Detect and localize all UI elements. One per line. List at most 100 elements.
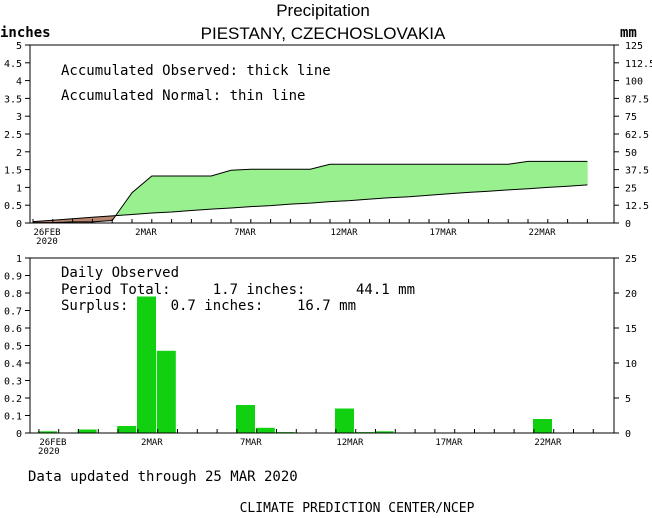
y-right-tick-label: 75	[625, 112, 637, 123]
daily-axes: 00.10.20.30.40.50.60.70.80.9105101520252…	[4, 254, 637, 457]
x-tick-label: 7MAR	[234, 228, 256, 238]
y-right-tick-label: 0	[625, 219, 631, 230]
y-right-tick-label: 87.5	[625, 94, 649, 105]
legend-observed: Accumulated Observed: thick line	[61, 63, 331, 79]
y-right-tick-label: 50	[625, 148, 637, 159]
y-left-tick-label: 0	[16, 429, 22, 440]
y-left-tick-label: 2	[16, 148, 22, 159]
x-tick-label: 22MAR	[534, 438, 562, 448]
chart-subtitle: PIESTANY, CZECHOSLOVAKIA	[201, 24, 446, 43]
x-tick-label: 17MAR	[435, 438, 463, 448]
daily-observed-label: Daily Observed	[61, 265, 179, 281]
surplus-area	[290, 168, 311, 205]
y-right-tick-label: 100	[625, 77, 643, 88]
surplus-label: Surplus: 0.7 inches: 16.7 mm	[61, 298, 356, 314]
daily-bar	[335, 408, 354, 433]
y-left-tick-label: 0.5	[4, 342, 22, 353]
surplus-area	[369, 164, 390, 200]
daily-bar	[137, 296, 156, 433]
surplus-area	[448, 164, 469, 195]
y-left-tick-label: 4	[16, 77, 22, 88]
accumulated-line-layer	[32, 160, 588, 224]
y-left-tick-label: 1	[16, 183, 22, 194]
y-right-tick-label: 25	[625, 254, 637, 265]
daily-bar	[117, 426, 137, 433]
y-right-tick-label: 112.5	[625, 59, 652, 70]
surplus-area	[230, 168, 252, 209]
y-left-tick-label: 1	[16, 254, 22, 265]
daily-bar	[255, 427, 275, 434]
y-right-tick-label: 62.5	[625, 130, 649, 141]
daily-bar	[374, 431, 394, 434]
y-left-tick-label: 3.5	[4, 94, 22, 105]
y-left-tick-label: 0	[16, 219, 22, 230]
y-right-tick-label: 5	[625, 394, 631, 405]
y-right-tick-label: 15	[625, 324, 637, 335]
accumulated-panel: 00.511.522.533.544.55012.52537.55062.575…	[4, 41, 652, 247]
y-left-tick-label: 0.1	[4, 412, 22, 423]
y-left-tick-label: 0.7	[4, 307, 22, 318]
surplus-area	[567, 161, 588, 187]
surplus-area	[389, 164, 410, 199]
observed-line	[33, 160, 588, 224]
y-left-tick-label: 4.5	[4, 59, 22, 70]
y-right-tick-label: 25	[625, 183, 637, 194]
surplus-area	[349, 164, 370, 201]
surplus-area	[329, 164, 351, 202]
surplus-area	[507, 161, 529, 191]
y-left-tick-label: 2.5	[4, 130, 22, 141]
x-tick-label: 2MAR	[141, 438, 163, 448]
daily-bar-layer	[38, 296, 552, 434]
y-left-tick-label: 0.5	[4, 201, 22, 212]
surplus-area	[250, 168, 271, 207]
y-left-tick-label: 0.4	[4, 359, 22, 370]
x-tick-label: 26FEB	[33, 228, 60, 238]
y-left-tick-label: 0.3	[4, 377, 22, 388]
daily-bar	[156, 350, 176, 434]
surplus-area	[468, 164, 489, 193]
y-left-tick-label: 0.9	[4, 272, 22, 283]
y-left-tick-label: 0.2	[4, 394, 22, 405]
period-total-label: Period Total: 1.7 inches: 44.1 mm	[61, 282, 415, 298]
surplus-area	[527, 161, 549, 190]
x-tick-label: 17MAR	[429, 228, 457, 238]
accumulated-axes: 00.511.522.533.544.55012.52537.55062.575…	[4, 41, 652, 247]
y-left-tick-label: 5	[16, 41, 22, 52]
y-right-tick-label: 0	[625, 429, 631, 440]
surplus-area	[191, 175, 212, 211]
x-tick-label: 12MAR	[330, 228, 358, 238]
surplus-area	[547, 161, 568, 188]
x-year-label: 2020	[38, 447, 60, 457]
y-right-tick-label: 10	[625, 359, 637, 370]
x-tick-label: 2MAR	[135, 228, 157, 238]
legend-normal: Accumulated Normal: thin line	[61, 88, 305, 104]
y-left-tick-label: 1.5	[4, 166, 22, 177]
data-updated-note: Data updated through 25 MAR 2020	[28, 469, 298, 485]
credit-line: CLIMATE PREDICTION CENTER/NCEP	[240, 501, 475, 516]
x-year-label: 2020	[36, 237, 58, 247]
surplus-area	[408, 164, 430, 198]
normal-line	[32, 184, 588, 223]
x-tick-label: 26FEB	[39, 438, 66, 448]
surplus-area	[131, 175, 153, 215]
surplus-area	[151, 175, 172, 214]
surplus-area	[428, 164, 450, 196]
surplus-area	[210, 169, 232, 210]
y-left-tick-label: 0.6	[4, 324, 22, 335]
x-tick-label: 22MAR	[528, 228, 556, 238]
y-right-tick-label: 125	[625, 41, 643, 52]
y-left-tick-label: 0.8	[4, 289, 22, 300]
daily-bar	[236, 405, 255, 433]
surplus-area	[309, 163, 331, 204]
daily-panel: 00.10.20.30.40.50.60.70.80.9105101520252…	[4, 254, 637, 457]
y-right-tick-label: 12.5	[625, 201, 649, 212]
x-tick-label: 12MAR	[336, 438, 364, 448]
daily-bar	[533, 419, 552, 433]
accumulated-fill-layer	[32, 161, 588, 223]
x-tick-label: 7MAR	[240, 438, 262, 448]
right-unit-label: mm	[620, 25, 637, 41]
left-unit-label: inches	[0, 25, 51, 41]
chart-title: Precipitation	[276, 1, 370, 20]
y-right-tick-label: 37.5	[625, 166, 649, 177]
